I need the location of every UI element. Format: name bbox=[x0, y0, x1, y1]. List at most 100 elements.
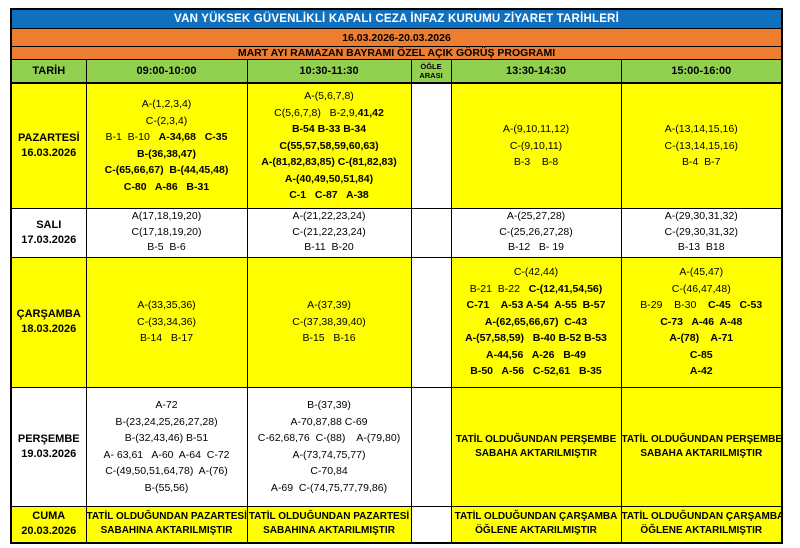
schedule-cell: A-(37,39) C-(37,38,39,40) B-15 B-16 bbox=[246, 256, 412, 388]
schedule-line: TATİL OLDUĞUNDAN PERŞEMBE bbox=[622, 433, 781, 447]
notice-cell: TATİL OLDUĞUNDAN PAZARTESİ SABAHINA AKTAR… bbox=[85, 505, 248, 544]
schedule-cell: A-(1,2,3,4) C-(2,3,4) B-1 B-10 A-34,68 C-3… bbox=[85, 82, 248, 209]
day-cell: PERŞEMBE 19.03.2026 bbox=[10, 386, 87, 507]
schedule-line: B-5 B-6 bbox=[87, 240, 246, 256]
schedule-text-segment: C-(46,47,48) bbox=[671, 282, 731, 295]
schedule-text-segment: B-54 B-33 B-34 bbox=[291, 123, 367, 135]
schedule-text-segment: B-3 B-8 bbox=[513, 156, 559, 168]
schedule-line: C-(21,22,23,24) bbox=[248, 225, 410, 241]
schedule-line: B-1 B-10 A-34,68 C-35 bbox=[87, 129, 246, 146]
schedule-line: C-73 A-46 A-48 bbox=[622, 314, 781, 331]
schedule-line: C-(13,14,15,16) bbox=[622, 138, 781, 155]
program-row: MART AYI RAMAZAN BAYRAMI ÖZEL AÇIK GÖRÜŞ… bbox=[10, 46, 783, 60]
schedule-text-segment: C-(25,26,27,28) bbox=[499, 225, 573, 238]
schedule-line: A-(73,74,75,77) bbox=[248, 447, 410, 464]
schedule-text-segment: C-(12,41,54,56) bbox=[528, 282, 603, 295]
schedule-line: C-1 C-87 A-38 bbox=[248, 187, 410, 204]
schedule-text-segment: A-(1,2,3,4) bbox=[141, 98, 192, 111]
col-header-1500: 15:00-16:00 bbox=[620, 59, 783, 84]
schedule-line: B-11 B-20 bbox=[248, 240, 410, 256]
schedule-line: C-71 A-53 A-54 A-55 B-57 bbox=[452, 297, 620, 314]
schedule-line: B-(37,39) bbox=[248, 397, 410, 414]
schedule-line: A-(1,2,3,4) bbox=[87, 96, 246, 113]
day-cell: PAZARTESİ 16.03.2026 bbox=[10, 82, 87, 209]
day-name: PAZARTESİ bbox=[17, 131, 80, 144]
schedule-cell: A-(9,10,11,12) C-(9,10,11) B-3 B-8 bbox=[450, 82, 622, 209]
schedule-line: A-(45,47) bbox=[622, 264, 781, 281]
schedule-line: C-(29,30,31,32) bbox=[622, 225, 781, 241]
schedule-text-segment: C-73 A-46 A-48 bbox=[660, 315, 743, 328]
table-row: PERŞEMBE 19.03.2026 A-72 B-(23,24,25,26,27,… bbox=[10, 386, 783, 507]
lunch-break-cell bbox=[410, 207, 452, 258]
schedule-line: ÖĞLENE AKTARILMIŞTIR bbox=[452, 524, 620, 538]
table-row: ÇARŞAMBA 18.03.2026 A-(33,35,36) C-(33,34,3… bbox=[10, 256, 783, 388]
date-range: 16.03.2026-20.03.2026 bbox=[10, 28, 783, 47]
day-date: 20.03.2026 bbox=[21, 525, 77, 538]
day-name: ÇARŞAMBA bbox=[16, 308, 81, 320]
col-header-1330: 13:30-14:30 bbox=[450, 59, 622, 84]
schedule-text-segment: B-(36,38,47) bbox=[137, 147, 196, 160]
col-header-0900: 09:00-10:00 bbox=[85, 59, 248, 84]
schedule-line: B-(23,24,25,26,27,28) bbox=[87, 414, 246, 431]
schedule-line: A(17,18,19,20) bbox=[87, 209, 246, 225]
schedule-line: A-(40,49,50,51,84) bbox=[248, 171, 410, 188]
schedule-line: A- 63,61 A-60 A-64 C-72 bbox=[87, 447, 246, 464]
schedule-cell: A-(45,47) C-(46,47,48) B-29 B-30 C-45 C-53… bbox=[620, 256, 783, 388]
notice-cell: TATİL OLDUĞUNDAN PERŞEMBE SABAHA AKTARILM… bbox=[620, 386, 783, 507]
schedule-line: C-(46,47,48) bbox=[622, 281, 781, 298]
schedule-line: A-72 bbox=[87, 397, 246, 414]
day-cell: SALI 17.03.2026 bbox=[10, 207, 87, 258]
schedule-text-segment: B-21 B-22 bbox=[469, 282, 529, 295]
schedule-line: TATİL OLDUĞUNDAN PAZARTESİ bbox=[86, 510, 247, 524]
schedule-text-segment: A-(37,39) bbox=[307, 299, 351, 312]
schedule-line: B-21 B-22 C-(12,41,54,56) bbox=[452, 281, 620, 298]
title-row: VAN YÜKSEK GÜVENLİKLİ KAPALI CEZA İNFAZ … bbox=[10, 8, 783, 29]
schedule-text-segment: A-(33,35,36) bbox=[137, 299, 196, 312]
schedule-text-segment: A-(5,6,7,8) bbox=[304, 90, 354, 102]
schedule-text-segment: A-(29,30,31,32) bbox=[664, 210, 738, 223]
schedule-text-segment: C-62,68,76 C-(88) A-(79,80) bbox=[257, 432, 401, 444]
schedule-line: A-(5,6,7,8) bbox=[248, 88, 410, 105]
schedule-text-segment: B-12 B- 19 bbox=[507, 241, 565, 254]
schedule-line: A-(37,39) bbox=[248, 297, 410, 314]
schedule-line: B-15 B-16 bbox=[248, 330, 410, 347]
schedule-line: C-(42,44) bbox=[452, 264, 620, 281]
schedule-text-segment: C-80 A-86 B-31 bbox=[123, 180, 210, 193]
schedule-line: A-(62,65,66,67) C-43 bbox=[452, 314, 620, 331]
schedule-line: A-44,56 A-26 B-49 bbox=[452, 347, 620, 364]
schedule-text-segment: C-70,84 bbox=[310, 465, 348, 477]
schedule-line: A-70,87,88 C-69 bbox=[248, 414, 410, 431]
schedule-text-segment: A-34,68 C-35 bbox=[158, 131, 228, 144]
day-name: CUMA bbox=[32, 510, 66, 523]
schedule-line: A-(81,82,83,85) C-(81,82,83) bbox=[248, 154, 410, 171]
schedule-text-segment: B-15 B-16 bbox=[302, 332, 356, 345]
schedule-text-segment: 41,42 bbox=[357, 106, 384, 119]
schedule-text-segment: C-(21,22,23,24) bbox=[292, 225, 366, 238]
schedule-line: C-(9,10,11) bbox=[452, 138, 620, 155]
schedule-line: A-42 bbox=[622, 363, 781, 380]
schedule-cell: A-(13,14,15,16) C-(13,14,15,16) B-4 B-7 bbox=[620, 82, 783, 209]
table-row: CUMA 20.03.2026 TATİL OLDUĞUNDAN PAZARTESİ… bbox=[10, 505, 783, 544]
schedule-text-segment: A(17,18,19,20) bbox=[131, 210, 202, 223]
schedule-text-segment: B-(37,39) bbox=[307, 399, 351, 411]
schedule-text-segment: A-(25,27,28) bbox=[506, 210, 566, 223]
schedule-line: A-(25,27,28) bbox=[452, 209, 620, 225]
schedule-text-segment: B-4 B-7 bbox=[682, 156, 721, 168]
day-date: 18.03.2026 bbox=[21, 323, 77, 335]
col-header-lunch-break: ÖĞLE ARASI bbox=[410, 59, 452, 84]
notice-cell: TATİL OLDUĞUNDAN ÇARŞAMBA ÖĞLENE AKTARILM… bbox=[620, 505, 783, 544]
schedule-text-segment: ÖĞLENE AKTARILMIŞTIR bbox=[640, 525, 763, 537]
schedule-cell: A-72 B-(23,24,25,26,27,28) B-(32,43,46) B-… bbox=[85, 386, 248, 507]
schedule-text-segment: A-42 bbox=[689, 365, 713, 378]
schedule-text-segment: SABAHA AKTARILMIŞTIR bbox=[640, 447, 763, 459]
schedule-text-segment: B-(55,56) bbox=[144, 481, 189, 494]
schedule-cell: A(17,18,19,20) C(17,18,19,20) B-5 B-6 bbox=[85, 207, 248, 258]
lunch-break-cell bbox=[410, 256, 452, 388]
schedule-text-segment: A-(9,10,11,12) bbox=[502, 123, 570, 135]
schedule-line: A-69 C-(74,75,77,79,86) bbox=[248, 480, 410, 497]
schedule-text-segment: C(55,57,58,59,60,63) bbox=[279, 139, 379, 152]
schedule-line: A-(9,10,11,12) bbox=[452, 121, 620, 138]
schedule-text-segment: B-50 A-56 C-52,61 B-35 bbox=[470, 365, 602, 378]
schedule-line: B-12 B- 19 bbox=[452, 240, 620, 256]
schedule-text-segment: TATİL OLDUĞUNDAN PAZARTESİ bbox=[86, 511, 247, 523]
